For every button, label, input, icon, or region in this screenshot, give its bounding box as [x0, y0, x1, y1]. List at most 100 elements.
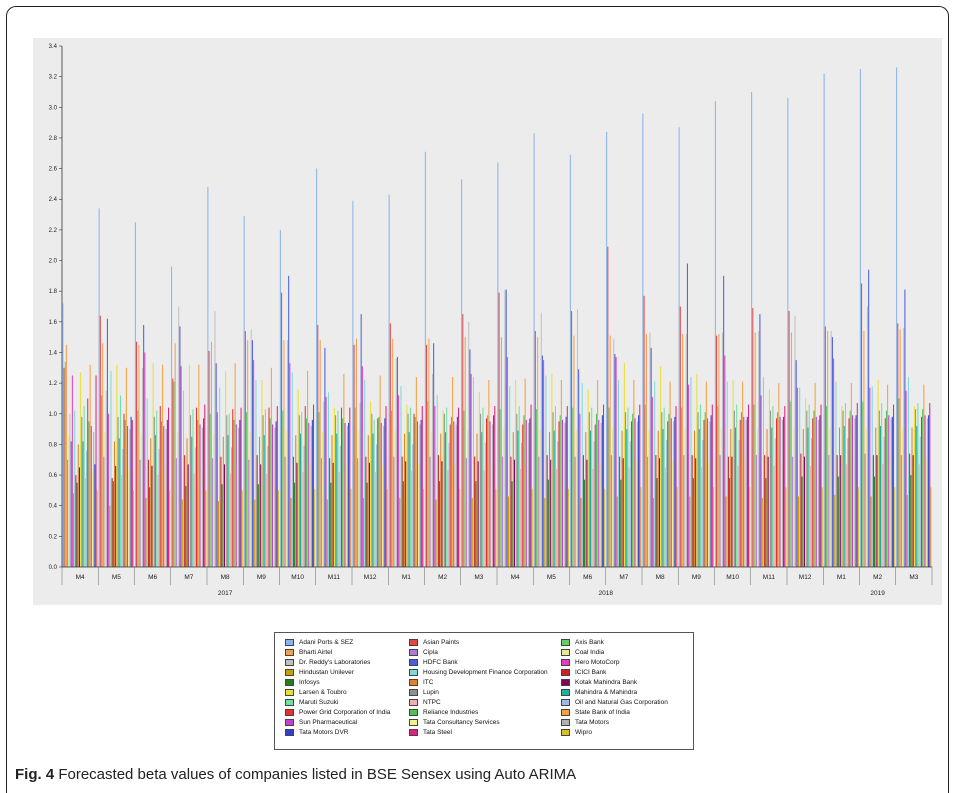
bar: [633, 380, 635, 567]
bar: [478, 392, 480, 567]
bar: [868, 269, 870, 567]
bar: [872, 455, 874, 567]
legend-swatch: [285, 698, 294, 706]
bar: [212, 458, 214, 567]
bar: [249, 432, 251, 567]
bar: [395, 358, 397, 567]
bar: [262, 415, 264, 567]
bar: [355, 338, 357, 567]
bar: [740, 412, 742, 567]
bar: [201, 427, 203, 567]
legend-swatch: [285, 668, 294, 676]
bar: [685, 334, 687, 567]
y-tick-label: 1.2: [49, 381, 58, 387]
bar: [588, 412, 590, 567]
bar: [367, 435, 369, 567]
bar: [304, 406, 306, 567]
bar: [441, 461, 443, 567]
x-tick-label: M12: [364, 574, 377, 581]
bar: [129, 429, 131, 567]
bar: [505, 289, 507, 567]
y-tick-label: 3.2: [49, 75, 58, 81]
bar: [701, 467, 703, 567]
bar: [437, 455, 439, 567]
bar: [238, 427, 240, 567]
bar: [245, 412, 248, 567]
bar: [664, 467, 666, 567]
bar: [850, 383, 852, 567]
bar: [925, 458, 927, 567]
bar: [353, 344, 355, 567]
bar: [221, 484, 223, 567]
bar: [510, 456, 512, 567]
bar: [926, 418, 928, 567]
bar: [62, 303, 64, 567]
bar: [909, 453, 911, 567]
legend-label: Housing Development Finance Corporation: [423, 668, 548, 676]
bar: [752, 308, 754, 567]
bar: [720, 427, 722, 567]
bar: [234, 363, 236, 567]
bar: [877, 380, 879, 567]
bar: [429, 456, 431, 567]
legend-item: Mahindra & Mahindra: [561, 687, 693, 697]
y-tick-label: 1.8: [49, 289, 58, 295]
bar: [204, 404, 206, 567]
bar: [323, 401, 325, 567]
bar: [648, 430, 650, 567]
bar: [319, 340, 321, 567]
x-tick-label: M8: [221, 574, 230, 581]
bar: [834, 494, 836, 567]
bar: [309, 465, 311, 567]
bar: [153, 416, 155, 567]
bar: [512, 432, 514, 567]
bar: [702, 439, 704, 567]
bar: [589, 430, 592, 567]
bar: [274, 427, 276, 567]
bar: [657, 430, 659, 567]
bar: [392, 338, 394, 567]
bar: [819, 415, 821, 567]
x-tick-label: M9: [692, 574, 701, 581]
bar: [67, 459, 69, 567]
bar: [915, 409, 917, 567]
bar: [848, 418, 850, 567]
bar: [888, 415, 890, 567]
bar: [806, 410, 808, 567]
legend-item: Axis Bank: [561, 637, 693, 647]
bar: [465, 458, 467, 567]
bar: [711, 404, 713, 567]
bar: [412, 444, 414, 567]
bar: [219, 387, 221, 567]
bar: [704, 412, 706, 567]
bar: [157, 475, 159, 567]
bar: [874, 476, 876, 567]
bar: [645, 334, 647, 567]
bar: [564, 422, 566, 567]
bar: [481, 432, 483, 567]
bar: [483, 470, 485, 567]
y-tick-label: 2.8: [49, 136, 58, 142]
bar: [302, 471, 304, 567]
bar: [396, 357, 398, 567]
bar: [175, 458, 177, 567]
bar: [581, 383, 583, 567]
legend-label: Power Grid Corporation of India: [299, 708, 391, 716]
legend-label: Adani Ports & SEZ: [299, 638, 354, 646]
bar: [404, 433, 406, 567]
bar: [90, 426, 92, 567]
bar: [443, 413, 445, 567]
bar: [498, 292, 500, 567]
bar: [187, 464, 189, 567]
bar: [150, 438, 152, 567]
bar: [794, 315, 796, 567]
bar: [833, 358, 835, 567]
bar: [825, 406, 828, 567]
bar: [177, 432, 179, 567]
bar: [371, 413, 373, 567]
bar: [400, 386, 402, 567]
bar: [94, 464, 96, 567]
bar: [875, 427, 877, 567]
bar: [524, 378, 526, 567]
bar: [307, 370, 309, 567]
